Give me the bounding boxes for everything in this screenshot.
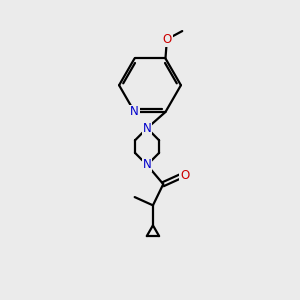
Text: O: O	[180, 169, 189, 182]
Text: N: N	[143, 122, 152, 135]
Text: N: N	[143, 158, 152, 172]
Text: N: N	[130, 106, 139, 118]
Text: O: O	[162, 33, 172, 46]
